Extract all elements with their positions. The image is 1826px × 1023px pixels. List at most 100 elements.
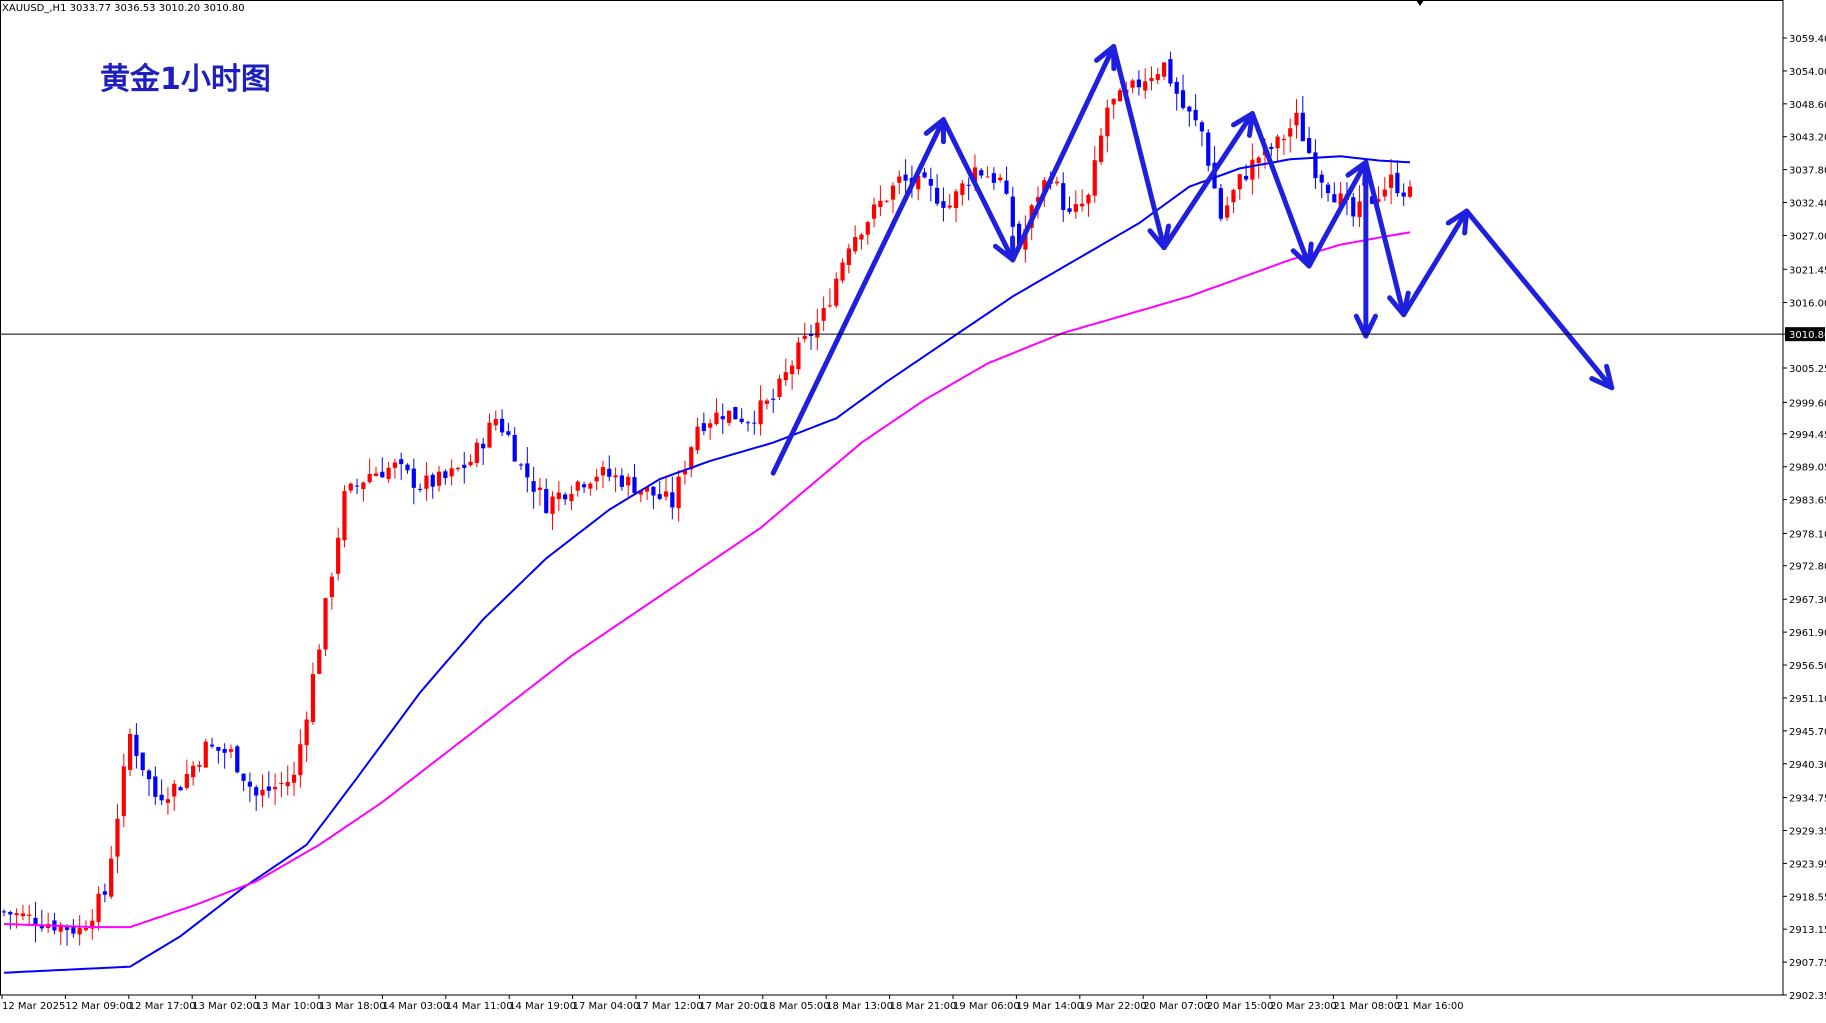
candle-body (310, 674, 316, 723)
candle (1130, 78, 1135, 94)
candle-body (1407, 186, 1413, 197)
candle (1162, 62, 1167, 81)
candle-body (260, 789, 265, 796)
candle (348, 482, 353, 494)
candle (1388, 158, 1394, 205)
y-tick-label: 3005.25 (1789, 364, 1826, 375)
candle (462, 451, 467, 484)
candle (821, 296, 826, 331)
x-tick-label: 19 Mar 06:00 (953, 1001, 1020, 1012)
x-tick-label: 14 Mar 03:00 (382, 1001, 449, 1012)
candle-body (487, 422, 492, 448)
candle-body (115, 818, 120, 857)
candle-body (1174, 81, 1179, 94)
candle (52, 912, 57, 935)
candle (985, 166, 990, 178)
x-tick-label: 17 Mar 12:00 (636, 1001, 703, 1012)
candle (1168, 51, 1173, 87)
candle-body (109, 858, 114, 897)
candle (1, 909, 7, 917)
candle-body (1288, 128, 1293, 137)
candle (310, 662, 316, 725)
candle-body (726, 410, 732, 423)
trend-arrow-line (1111, 44, 1167, 251)
x-tick-label: 14 Mar 19:00 (509, 1001, 576, 1012)
candle (1061, 172, 1066, 223)
candle (392, 458, 398, 479)
y-tick-label: 3054.00 (1789, 67, 1826, 78)
x-tick-label: 18 Mar 13:00 (826, 1001, 893, 1012)
plot-frame (0, 0, 1784, 996)
candle-body (947, 205, 952, 208)
x-tick-label: 12 Mar 2025 (2, 1001, 65, 1012)
candle-body (20, 913, 26, 917)
candle (1401, 183, 1406, 206)
candle (1332, 182, 1337, 203)
ma-slow-line (3, 231, 1411, 929)
candle-body (172, 783, 177, 797)
candle (537, 477, 543, 506)
candle (71, 919, 76, 938)
candle (474, 438, 479, 468)
candle-body (399, 459, 404, 465)
candle (443, 469, 448, 485)
candle (518, 462, 524, 470)
candle-body (348, 483, 353, 491)
candle (481, 437, 486, 466)
candle (235, 744, 240, 774)
trend-arrow-line (1010, 44, 1117, 263)
candle (525, 447, 530, 493)
candle-body (1016, 223, 1022, 250)
y-tick-label: 2972.80 (1789, 562, 1826, 573)
candle-body (714, 412, 719, 425)
candle-body (1117, 90, 1123, 102)
candle-body (739, 418, 744, 423)
candle-body (1180, 90, 1186, 108)
candle (846, 243, 851, 274)
candle (146, 769, 152, 797)
candle-body (1199, 122, 1205, 132)
candle (991, 167, 996, 190)
current-price-box (1785, 327, 1825, 342)
candle (1281, 134, 1287, 155)
candle-body (127, 734, 133, 770)
candle (600, 460, 606, 489)
candle (1098, 127, 1104, 165)
candle-body (1004, 180, 1009, 194)
candle-body (64, 925, 70, 930)
candle (1149, 66, 1154, 91)
candle (1073, 190, 1078, 219)
candle-body (27, 914, 32, 916)
candle-body (695, 426, 700, 451)
candle-body (998, 177, 1003, 181)
current-price-label: 3010.80 (1789, 330, 1826, 341)
candle-body (336, 537, 341, 574)
candle-body (1042, 180, 1047, 195)
candle (953, 189, 959, 222)
candle (411, 458, 416, 505)
candle-body (972, 167, 978, 185)
candle-body (443, 471, 448, 479)
candle (399, 452, 404, 481)
candle (1382, 176, 1387, 201)
candle-body (1313, 152, 1318, 179)
period-separator-marker (1416, 0, 1424, 6)
candle (121, 753, 126, 828)
candle (1325, 182, 1331, 202)
candle (960, 179, 965, 206)
candle-body (121, 766, 126, 817)
candle-body (613, 475, 618, 478)
trend-arrow-line (940, 117, 1016, 263)
candle-body (1269, 146, 1274, 149)
candle (834, 272, 839, 309)
candle (8, 910, 13, 930)
candle (1187, 105, 1192, 127)
candle (777, 374, 782, 400)
candle (1136, 70, 1141, 96)
candle (1023, 215, 1028, 263)
candle (1086, 193, 1091, 217)
candle-body (1130, 80, 1135, 88)
candle (979, 168, 984, 179)
